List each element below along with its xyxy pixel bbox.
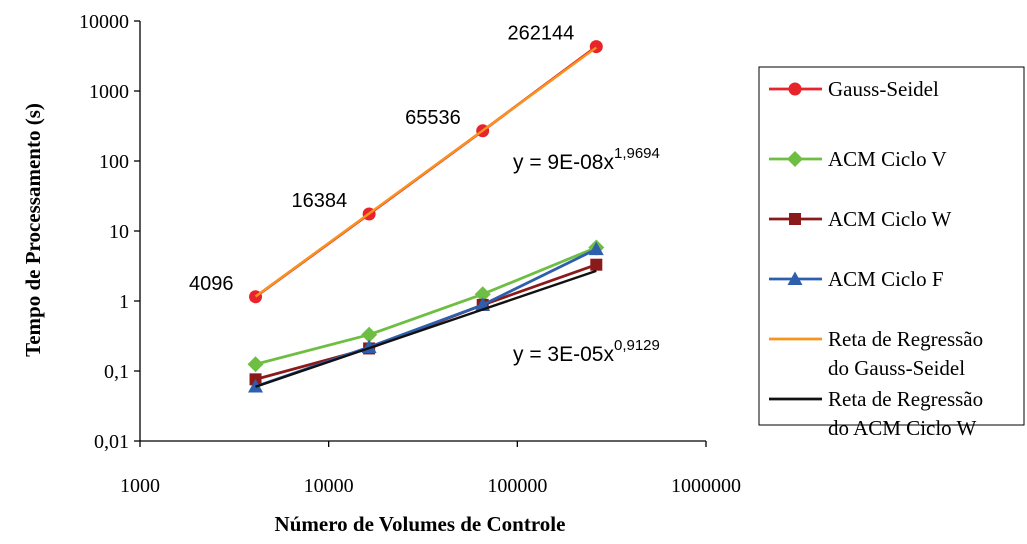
legend-label: Reta de Regressão — [828, 327, 983, 351]
legend-gauss-seidel-marker — [788, 82, 802, 96]
acm-ciclo-f-marker — [588, 241, 604, 256]
legend-label: ACM Ciclo W — [828, 207, 951, 231]
legend-label: do ACM Ciclo W — [828, 416, 977, 440]
point-annotations: 4096 16384 65536 262144 — [189, 23, 574, 295]
legend-label: ACM Ciclo V — [828, 147, 947, 171]
y-tick-label: 1 — [119, 291, 129, 313]
legend: Gauss-Seidel ACM Ciclo V ACM Ciclo W ACM Ci… — [769, 77, 983, 440]
legend-item-acm-ciclo-v: ACM Ciclo V — [769, 147, 947, 171]
reta-de-regressao-do-acm-ciclo-w-line — [255, 269, 597, 388]
x-tick-label: 1000000 — [671, 475, 741, 497]
series-layer — [247, 40, 605, 393]
reta-de-regressao-do-gauss-seidel-line — [254, 46, 598, 298]
x-tick-label: 100000 — [487, 475, 547, 497]
series-reta-de-regressao-do-acm-ciclo-w — [255, 269, 597, 388]
legend-label: do Gauss-Seidel — [828, 356, 965, 380]
x-axis-title: Número de Volumes de Controle — [275, 512, 566, 536]
series-reta-de-regressao-do-gauss-seidel — [254, 46, 598, 298]
acm-ciclo-v-marker — [474, 286, 491, 303]
legend-label: ACM Ciclo F — [828, 267, 944, 291]
point-label: 4096 — [189, 273, 234, 295]
point-label: 65536 — [405, 107, 461, 129]
legend-item-gauss-seidel: Gauss-Seidel — [769, 77, 939, 101]
legend-box — [758, 66, 1025, 426]
y-axis-title: Tempo de Processamento (s) — [21, 103, 45, 357]
acm-ciclo-v-marker — [247, 356, 264, 373]
series-acm-ciclo-w — [249, 258, 603, 386]
legend-item-acm-ciclo-f: ACM Ciclo F — [769, 267, 944, 291]
equation-acm-ciclo-w: y = 3E-05x0,9129 — [513, 337, 660, 366]
y-tick-label: 100 — [99, 151, 129, 173]
legend-acm-ciclo-w-marker — [789, 213, 801, 225]
acm-ciclo-v-marker — [361, 326, 378, 343]
acm-ciclo-v-line — [255, 246, 597, 366]
x-tick-label: 10000 — [304, 475, 354, 497]
y-tick-label: 10 — [109, 221, 129, 243]
legend-label: Reta de Regressão — [828, 387, 983, 411]
legend-item-acm-ciclo-w: ACM Ciclo W — [769, 207, 951, 231]
y-tick-label: 0,01 — [94, 431, 129, 453]
series-acm-ciclo-v — [247, 239, 605, 373]
legend-acm-ciclo-f-marker — [787, 271, 803, 285]
acm-ciclo-w-marker — [590, 258, 603, 271]
point-label: 262144 — [508, 23, 575, 45]
legend-label: Gauss-Seidel — [828, 77, 939, 101]
y-tick-label: 1000 — [89, 81, 129, 103]
point-label: 16384 — [291, 190, 347, 212]
legend-item-reta-de-regressao-do-acm-ciclo-w: Reta de Regressão do ACM Ciclo W — [769, 387, 983, 440]
equation-gauss-seidel: y = 9E-08x1,9694 — [513, 145, 660, 174]
y-tick-label: 10000 — [79, 11, 129, 33]
axis-ticks: 0,01 0,1 1 10 100 1000 10000 1000 10000 100000 100… — [79, 11, 741, 497]
legend-acm-ciclo-v-marker — [787, 151, 803, 167]
y-tick-label: 0,1 — [104, 361, 129, 383]
x-tick-label: 1000 — [120, 475, 160, 497]
legend-item-reta-de-regressao-do-gauss-seidel: Reta de Regressão do Gauss-Seidel — [769, 327, 983, 380]
